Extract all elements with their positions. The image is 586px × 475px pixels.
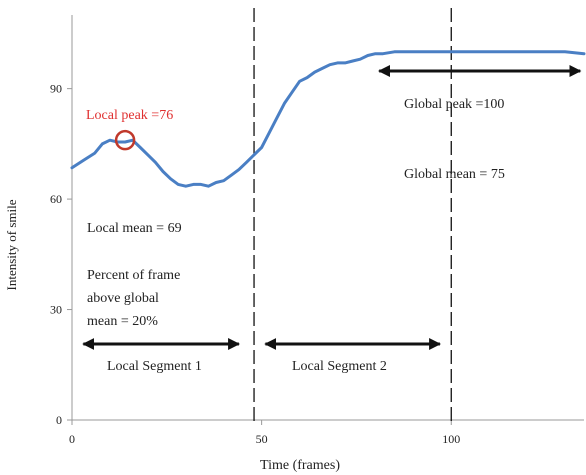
y-axis-ticks: 0 30 60 90 [50,82,72,427]
x-axis-ticks: 0 50 100 [69,420,460,446]
local-segment-2-label: Local Segment 2 [292,359,387,374]
percent-label-line-2: above global [87,291,159,306]
local-mean-label: Local mean = 69 [87,221,182,236]
y-axis-title: Intensity of smile [4,199,19,290]
y-tick-label: 60 [50,192,62,206]
percent-label-line-3: mean = 20% [87,314,158,329]
x-tick-label: 0 [69,432,75,446]
x-tick-label: 100 [442,432,460,446]
global-peak-label: Global peak =100 [404,97,504,112]
global-mean-label: Global mean = 75 [404,167,505,182]
percent-label-line-1: Percent of frame [87,268,180,283]
local-peak-label: Local peak =76 [86,108,173,123]
x-tick-label: 50 [256,432,268,446]
y-tick-label: 30 [50,303,62,317]
y-tick-label: 90 [50,82,62,96]
y-tick-label: 0 [56,413,62,427]
series-line [70,50,586,188]
segment-boundaries [253,8,452,426]
local-segment-1-label: Local Segment 1 [107,359,202,374]
local-peak-marker [114,129,136,151]
x-axis-title: Time (frames) [260,458,340,473]
